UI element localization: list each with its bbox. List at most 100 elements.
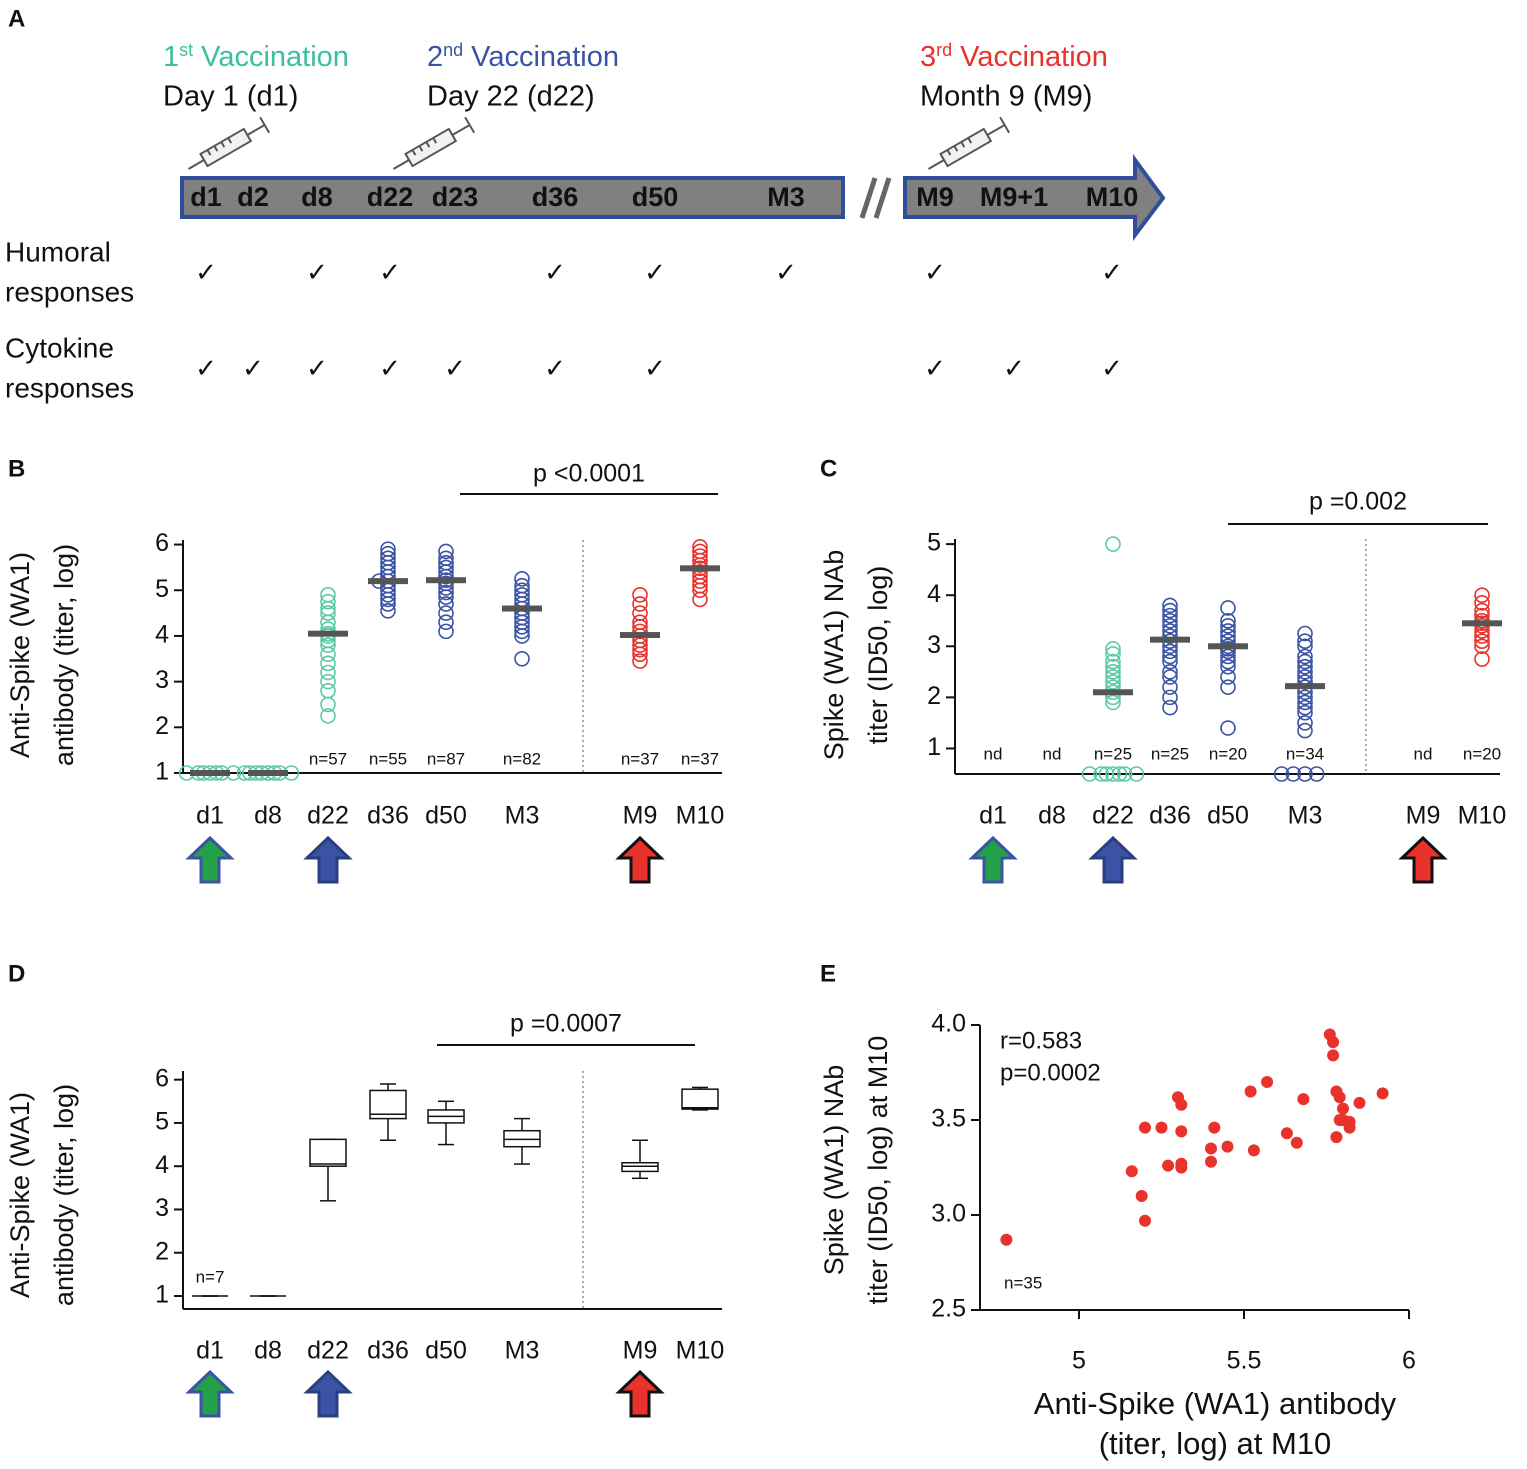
data-point <box>1162 653 1178 670</box>
data-point <box>1128 766 1145 782</box>
data-point <box>1474 587 1490 603</box>
x-tick-label: d1 <box>196 802 224 830</box>
data-point <box>1162 1159 1175 1172</box>
x-tick-label: d22 <box>1092 802 1134 830</box>
timepoint-label: M3 <box>767 182 805 212</box>
data-point <box>1205 1142 1217 1155</box>
vaccination-number: 3 <box>920 41 936 73</box>
row-label: responses <box>5 276 134 307</box>
n-label: n=20 <box>1463 744 1501 763</box>
median-bar <box>308 630 348 637</box>
y-tick-label: 6 <box>155 1064 169 1092</box>
vaccination-arrow <box>185 1369 235 1418</box>
y-tick-label: 2 <box>927 682 941 710</box>
data-point <box>1327 1049 1340 1062</box>
y-tick-label: 1 <box>155 758 169 786</box>
x-tick-label: M10 <box>1458 802 1507 830</box>
vaccination-name: Vaccination <box>471 41 619 73</box>
data-point <box>1000 1233 1013 1246</box>
data-point <box>632 653 648 669</box>
break-marks <box>859 177 892 219</box>
vaccination-arrow <box>615 1369 665 1418</box>
y-axis-label: Spike (WA1) NAb <box>819 550 849 761</box>
data-point <box>438 614 454 631</box>
x-tick-label: d8 <box>254 1337 282 1365</box>
y-tick-label: 3.5 <box>931 1105 966 1133</box>
vaccination-title: 1st Vaccination <box>163 40 349 73</box>
check: ✓ <box>195 353 217 383</box>
x-tick-label: M3 <box>505 1337 540 1365</box>
data-point <box>692 548 708 564</box>
vaccination-arrow <box>1398 835 1448 884</box>
data-point <box>1105 664 1121 680</box>
x-tick-label: d50 <box>425 1337 467 1365</box>
data-point <box>514 650 530 667</box>
n-label: n=35 <box>1004 1273 1042 1292</box>
data-point <box>1135 1190 1148 1202</box>
y-tick-label: 3 <box>155 1194 169 1222</box>
data-point <box>692 582 708 599</box>
check: ✓ <box>1101 257 1123 287</box>
data-point <box>692 591 708 608</box>
check: ✓ <box>1101 353 1123 383</box>
timepoint-label: M10 <box>1086 182 1139 212</box>
median-bar <box>680 565 720 572</box>
y-tick-label: 1 <box>927 733 941 761</box>
data-point <box>320 593 336 610</box>
syringe <box>922 116 1011 178</box>
data-point <box>1105 766 1121 782</box>
data-point <box>692 573 708 589</box>
data-point <box>1273 766 1290 782</box>
y-tick-label: 2 <box>155 712 169 740</box>
data-point <box>1297 689 1313 706</box>
x-tick-label: d1 <box>979 802 1007 830</box>
n-label: n=55 <box>369 749 407 768</box>
y-tick-label: 4 <box>155 1151 169 1179</box>
data-point <box>1205 1155 1217 1168</box>
data-point <box>1125 1165 1138 1178</box>
data-point <box>438 623 454 640</box>
data-point <box>438 605 454 621</box>
row-label: Humoral <box>5 236 111 267</box>
data-point <box>1162 643 1178 660</box>
data-point <box>1474 633 1490 649</box>
n-label: n=82 <box>503 749 541 768</box>
data-point <box>1474 638 1490 655</box>
n-label: n=20 <box>1209 744 1247 763</box>
vaccination-arrow <box>303 1369 353 1418</box>
data-point <box>320 637 336 653</box>
panel-letter: C <box>820 455 837 482</box>
vaccination-arrow <box>968 835 1018 884</box>
data-point <box>1105 669 1121 685</box>
data-point <box>1220 648 1236 665</box>
x-tick-label: 5 <box>1072 1347 1086 1375</box>
data-point <box>1297 658 1313 675</box>
data-point <box>1162 602 1178 619</box>
x-tick-label: 6 <box>1402 1347 1416 1375</box>
x-tick-label: d1 <box>196 1337 224 1365</box>
row-label: responses <box>5 372 134 403</box>
x-tick-label: M10 <box>676 1337 725 1365</box>
x-tick-label: M3 <box>505 802 540 830</box>
y-axis-label: Anti-Spike (WA1) <box>5 1092 35 1298</box>
vaccination-name: Vaccination <box>960 41 1108 73</box>
vaccination-arrow <box>615 835 665 884</box>
x-tick-label: d50 <box>1207 802 1249 830</box>
vaccination-day: Day 22 (d22) <box>427 81 595 113</box>
data-point <box>438 589 454 605</box>
data-point <box>1175 1098 1188 1111</box>
panel-letter: A <box>8 5 25 32</box>
data-point <box>1290 1136 1303 1149</box>
data-point <box>1297 664 1313 680</box>
y-tick-label: 4.0 <box>931 1010 966 1038</box>
data-point <box>1162 679 1178 695</box>
y-axis-label: Anti-Spike (WA1) <box>5 552 35 758</box>
timepoint-label: d22 <box>367 182 414 212</box>
check: ✓ <box>775 257 797 287</box>
median-bar <box>1150 636 1190 643</box>
data-point <box>1162 618 1178 634</box>
n-label: n=34 <box>1286 744 1324 763</box>
y-tick-label: 5 <box>155 1108 169 1136</box>
median-bar <box>426 577 466 584</box>
x-tick-label: M9 <box>623 802 658 830</box>
